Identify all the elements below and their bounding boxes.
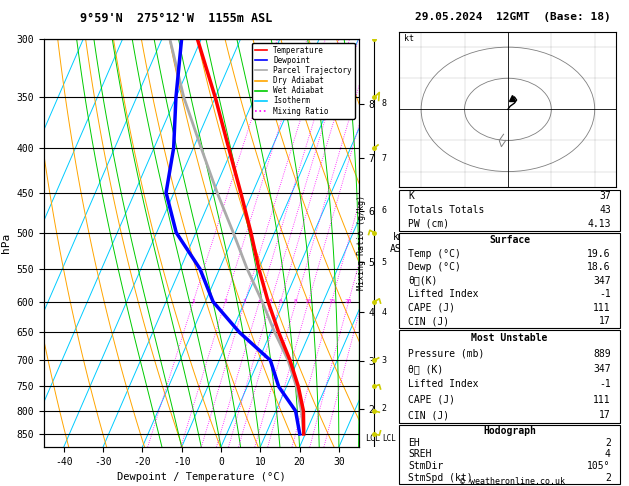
Text: 2: 2: [605, 473, 611, 483]
Text: 3: 3: [243, 299, 247, 304]
Text: 347: 347: [593, 276, 611, 286]
Text: SREH: SREH: [408, 450, 431, 459]
Text: 29.05.2024  12GMT  (Base: 18): 29.05.2024 12GMT (Base: 18): [415, 12, 611, 22]
Text: 18.6: 18.6: [587, 262, 611, 272]
Text: CIN (J): CIN (J): [408, 410, 449, 420]
Text: CAPE (J): CAPE (J): [408, 395, 455, 405]
Y-axis label: hPa: hPa: [1, 233, 11, 253]
Text: 20: 20: [345, 299, 352, 304]
Text: Totals Totals: Totals Totals: [408, 205, 484, 215]
FancyBboxPatch shape: [399, 233, 620, 328]
Y-axis label: km
ASL: km ASL: [391, 232, 408, 254]
Text: LCL: LCL: [365, 434, 381, 443]
Text: 2: 2: [382, 404, 387, 413]
Text: 111: 111: [593, 303, 611, 313]
Text: Dewp (°C): Dewp (°C): [408, 262, 461, 272]
Text: 4: 4: [382, 308, 387, 316]
Text: Most Unstable: Most Unstable: [471, 333, 548, 343]
Text: Mixing Ratio (g/kg): Mixing Ratio (g/kg): [357, 195, 366, 291]
Text: 5: 5: [269, 299, 273, 304]
Text: 10: 10: [304, 299, 312, 304]
Text: Lifted Index: Lifted Index: [408, 289, 479, 299]
Text: EH: EH: [408, 438, 420, 448]
Text: 111: 111: [593, 395, 611, 405]
Text: 2: 2: [605, 438, 611, 448]
Legend: Temperature, Dewpoint, Parcel Trajectory, Dry Adiabat, Wet Adiabat, Isotherm, Mi: Temperature, Dewpoint, Parcel Trajectory…: [252, 43, 355, 119]
Text: 5: 5: [382, 258, 387, 266]
Text: 17: 17: [599, 410, 611, 420]
FancyBboxPatch shape: [399, 425, 620, 484]
Text: 4.13: 4.13: [587, 219, 611, 229]
Text: kt: kt: [404, 34, 414, 43]
Text: 7: 7: [382, 154, 387, 162]
Text: PW (cm): PW (cm): [408, 219, 449, 229]
Text: Temp (°C): Temp (°C): [408, 248, 461, 259]
Text: 37: 37: [599, 191, 611, 201]
Text: 6: 6: [279, 299, 282, 304]
Text: θᴇ (K): θᴇ (K): [408, 364, 443, 374]
Text: 8: 8: [382, 99, 387, 108]
Text: CAPE (J): CAPE (J): [408, 303, 455, 313]
Text: 8: 8: [294, 299, 298, 304]
X-axis label: Dewpoint / Temperature (°C): Dewpoint / Temperature (°C): [117, 472, 286, 483]
Text: 4: 4: [257, 299, 261, 304]
Text: θᴇ(K): θᴇ(K): [408, 276, 438, 286]
Text: -1: -1: [599, 289, 611, 299]
Text: © weatheronline.co.uk: © weatheronline.co.uk: [460, 476, 565, 486]
Text: 6: 6: [382, 206, 387, 215]
Text: 43: 43: [599, 205, 611, 215]
Text: Hodograph: Hodograph: [483, 426, 536, 436]
Text: 15: 15: [328, 299, 335, 304]
Text: 105°: 105°: [587, 461, 611, 471]
Text: CIN (J): CIN (J): [408, 316, 449, 326]
Text: -1: -1: [599, 380, 611, 389]
Text: Surface: Surface: [489, 235, 530, 245]
Text: StmSpd (kt): StmSpd (kt): [408, 473, 473, 483]
Text: 889: 889: [593, 348, 611, 359]
Text: LCL: LCL: [382, 434, 396, 443]
Text: K: K: [408, 191, 414, 201]
FancyBboxPatch shape: [399, 190, 620, 231]
Text: Lifted Index: Lifted Index: [408, 380, 479, 389]
Text: 3: 3: [382, 356, 387, 365]
Text: 19.6: 19.6: [587, 248, 611, 259]
Text: 2: 2: [223, 299, 227, 304]
FancyBboxPatch shape: [399, 330, 620, 423]
Text: 347: 347: [593, 364, 611, 374]
Text: StmDir: StmDir: [408, 461, 443, 471]
Text: 4: 4: [605, 450, 611, 459]
Text: 9°59'N  275°12'W  1155m ASL: 9°59'N 275°12'W 1155m ASL: [80, 12, 272, 25]
Text: 1: 1: [191, 299, 195, 304]
Text: 17: 17: [599, 316, 611, 326]
Text: Pressure (mb): Pressure (mb): [408, 348, 484, 359]
